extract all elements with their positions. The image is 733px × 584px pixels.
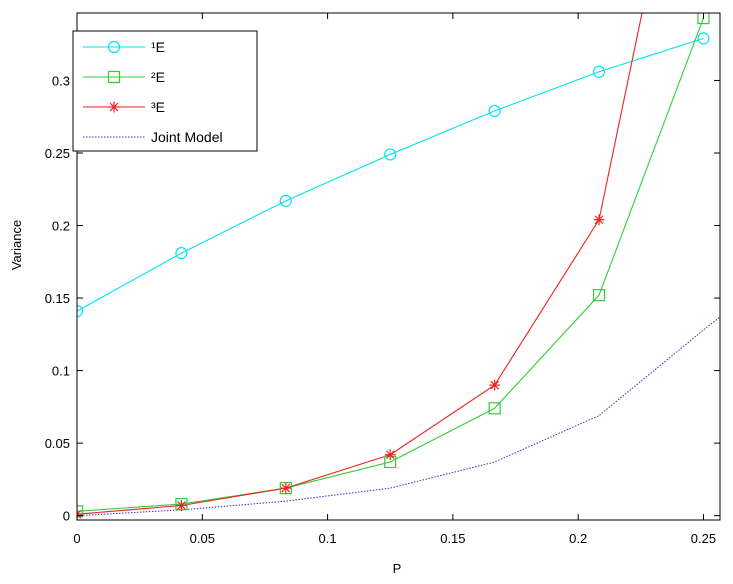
data-point xyxy=(280,482,292,494)
y-tick-label: 0.05 xyxy=(45,436,70,451)
x-tick-label: 0.2 xyxy=(569,531,587,546)
legend-marker xyxy=(108,101,120,113)
data-point xyxy=(489,379,501,391)
x-tick-label: 0.05 xyxy=(190,531,215,546)
data-point xyxy=(384,449,396,461)
plot-frame xyxy=(76,12,721,521)
series-line xyxy=(77,316,720,517)
data-point xyxy=(697,32,710,45)
series-line xyxy=(77,37,704,312)
legend-marker xyxy=(107,70,121,84)
x-tick-label: 0.25 xyxy=(691,531,716,546)
data-point xyxy=(488,402,501,415)
plot-markers xyxy=(77,13,710,520)
x-axis-title: P xyxy=(393,561,402,576)
legend-label: ³E xyxy=(151,99,165,115)
y-tick-label: 0.15 xyxy=(45,291,70,306)
x-tick-label: 0.1 xyxy=(319,531,337,546)
legend-label: ²E xyxy=(151,69,165,85)
data-point xyxy=(488,104,501,118)
x-tick-label: 0.15 xyxy=(440,531,465,546)
y-tick-label: 0.2 xyxy=(52,219,70,234)
data-point xyxy=(77,305,84,318)
data-point xyxy=(279,194,292,207)
data-point xyxy=(384,148,397,161)
legend-label: ¹E xyxy=(151,39,165,55)
y-axis-title: Variance xyxy=(9,220,24,270)
axis-ticks: 0 0.05 0.1 0.15 0.2 0.25 0 0.05 0.1 0.15 0.2 0.25 0.… xyxy=(45,13,720,546)
data-point xyxy=(592,289,606,302)
data-point xyxy=(697,13,710,25)
data-point xyxy=(175,499,187,511)
y-tick-label: 0.1 xyxy=(52,364,70,379)
y-tick-label: 0.25 xyxy=(45,146,70,161)
data-point xyxy=(77,505,84,518)
y-tick-label: 0 xyxy=(63,509,70,524)
legend: ¹E ²E ³E Joint Model xyxy=(72,30,258,152)
data-point xyxy=(77,508,83,520)
data-point xyxy=(593,214,605,226)
legend-box xyxy=(72,30,258,152)
legend-marker xyxy=(107,40,121,54)
x-tick-label: 0 xyxy=(73,531,80,546)
y-tick-label: 0.3 xyxy=(52,73,70,88)
legend-label: Joint Model xyxy=(151,129,223,145)
data-point xyxy=(592,65,606,78)
data-point xyxy=(175,246,188,260)
